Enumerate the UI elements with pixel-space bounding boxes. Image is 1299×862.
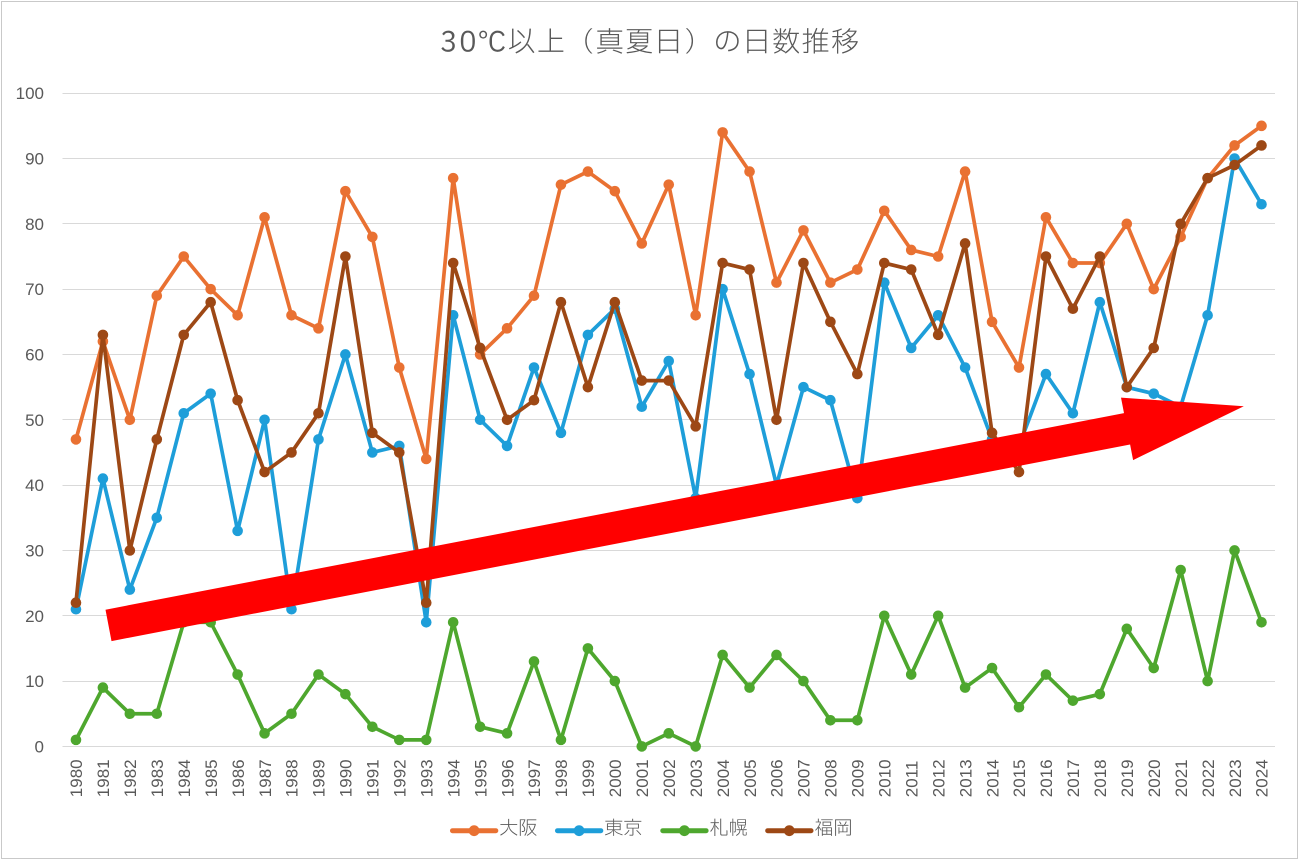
svg-text:2024: 2024 [1253, 759, 1272, 797]
svg-text:1988: 1988 [283, 759, 302, 797]
svg-text:0: 0 [35, 737, 44, 756]
svg-text:1981: 1981 [94, 759, 113, 797]
svg-text:20: 20 [25, 607, 44, 626]
svg-text:30: 30 [25, 541, 44, 560]
svg-text:1990: 1990 [337, 759, 356, 797]
svg-text:2013: 2013 [956, 759, 975, 797]
svg-text:1993: 1993 [417, 759, 436, 797]
svg-text:1985: 1985 [202, 759, 221, 797]
svg-text:2008: 2008 [822, 759, 841, 797]
svg-text:2021: 2021 [1172, 759, 1191, 797]
svg-text:70: 70 [25, 280, 44, 299]
svg-text:1997: 1997 [525, 759, 544, 797]
svg-text:2023: 2023 [1226, 759, 1245, 797]
svg-text:1998: 1998 [552, 759, 571, 797]
svg-text:1986: 1986 [229, 759, 248, 797]
svg-text:2010: 2010 [875, 759, 894, 797]
svg-text:50: 50 [25, 411, 44, 430]
svg-text:2003: 2003 [687, 759, 706, 797]
svg-text:10: 10 [25, 672, 44, 691]
svg-text:1984: 1984 [175, 759, 194, 797]
svg-text:2007: 2007 [795, 759, 814, 797]
svg-text:1996: 1996 [498, 759, 517, 797]
svg-text:1982: 1982 [121, 759, 140, 797]
svg-text:1999: 1999 [579, 759, 598, 797]
svg-text:60: 60 [25, 345, 44, 364]
svg-text:2015: 2015 [1010, 759, 1029, 797]
svg-text:2002: 2002 [660, 759, 679, 797]
svg-text:2018: 2018 [1091, 759, 1110, 797]
svg-text:2004: 2004 [714, 759, 733, 797]
svg-text:2012: 2012 [929, 759, 948, 797]
svg-text:90: 90 [25, 150, 44, 169]
svg-text:80: 80 [25, 215, 44, 234]
svg-text:1991: 1991 [364, 759, 383, 797]
svg-text:2022: 2022 [1199, 759, 1218, 797]
svg-text:2005: 2005 [741, 759, 760, 797]
svg-text:2000: 2000 [606, 759, 625, 797]
svg-text:2009: 2009 [849, 759, 868, 797]
svg-text:1995: 1995 [471, 759, 490, 797]
svg-text:1987: 1987 [256, 759, 275, 797]
svg-text:1980: 1980 [67, 759, 86, 797]
svg-text:1989: 1989 [310, 759, 329, 797]
svg-text:1983: 1983 [148, 759, 167, 797]
svg-text:2017: 2017 [1064, 759, 1083, 797]
svg-text:2016: 2016 [1037, 759, 1056, 797]
svg-text:2006: 2006 [768, 759, 787, 797]
svg-text:2020: 2020 [1145, 759, 1164, 797]
svg-text:2019: 2019 [1118, 759, 1137, 797]
svg-text:2014: 2014 [983, 759, 1002, 797]
svg-text:100: 100 [16, 84, 44, 103]
svg-text:40: 40 [25, 476, 44, 495]
svg-text:1994: 1994 [444, 759, 463, 797]
svg-text:2001: 2001 [633, 759, 652, 797]
svg-text:2011: 2011 [902, 761, 921, 798]
svg-text:1992: 1992 [391, 759, 410, 797]
